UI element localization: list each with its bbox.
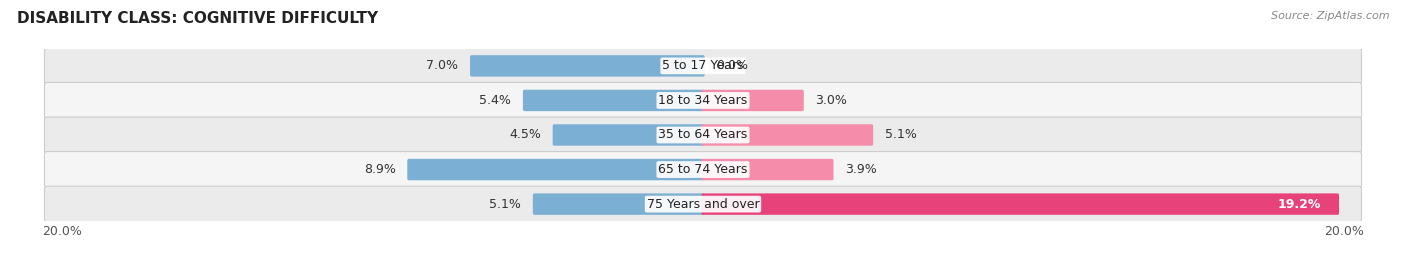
FancyBboxPatch shape	[702, 193, 1339, 215]
FancyBboxPatch shape	[702, 159, 834, 180]
Text: 5 to 17 Years: 5 to 17 Years	[662, 59, 744, 72]
FancyBboxPatch shape	[45, 48, 1361, 84]
Text: 75 Years and over: 75 Years and over	[647, 198, 759, 211]
FancyBboxPatch shape	[533, 193, 704, 215]
FancyBboxPatch shape	[470, 55, 704, 77]
Text: 5.4%: 5.4%	[479, 94, 512, 107]
FancyBboxPatch shape	[553, 124, 704, 146]
Text: DISABILITY CLASS: COGNITIVE DIFFICULTY: DISABILITY CLASS: COGNITIVE DIFFICULTY	[17, 11, 378, 26]
Text: Source: ZipAtlas.com: Source: ZipAtlas.com	[1271, 11, 1389, 21]
Text: 3.9%: 3.9%	[845, 163, 877, 176]
Text: 3.0%: 3.0%	[815, 94, 848, 107]
FancyBboxPatch shape	[45, 82, 1361, 119]
Text: 65 to 74 Years: 65 to 74 Years	[658, 163, 748, 176]
Text: 5.1%: 5.1%	[489, 198, 522, 211]
FancyBboxPatch shape	[408, 159, 704, 180]
Text: 7.0%: 7.0%	[426, 59, 458, 72]
Text: 5.1%: 5.1%	[884, 129, 917, 141]
FancyBboxPatch shape	[523, 90, 704, 111]
FancyBboxPatch shape	[702, 124, 873, 146]
Text: 4.5%: 4.5%	[509, 129, 541, 141]
Text: 20.0%: 20.0%	[1324, 225, 1364, 238]
Text: 8.9%: 8.9%	[364, 163, 395, 176]
Text: 18 to 34 Years: 18 to 34 Years	[658, 94, 748, 107]
FancyBboxPatch shape	[45, 186, 1361, 222]
FancyBboxPatch shape	[45, 117, 1361, 153]
Text: 35 to 64 Years: 35 to 64 Years	[658, 129, 748, 141]
Text: 19.2%: 19.2%	[1278, 198, 1320, 211]
Text: 0.0%: 0.0%	[716, 59, 748, 72]
Text: 20.0%: 20.0%	[42, 225, 82, 238]
FancyBboxPatch shape	[702, 90, 804, 111]
FancyBboxPatch shape	[45, 151, 1361, 188]
